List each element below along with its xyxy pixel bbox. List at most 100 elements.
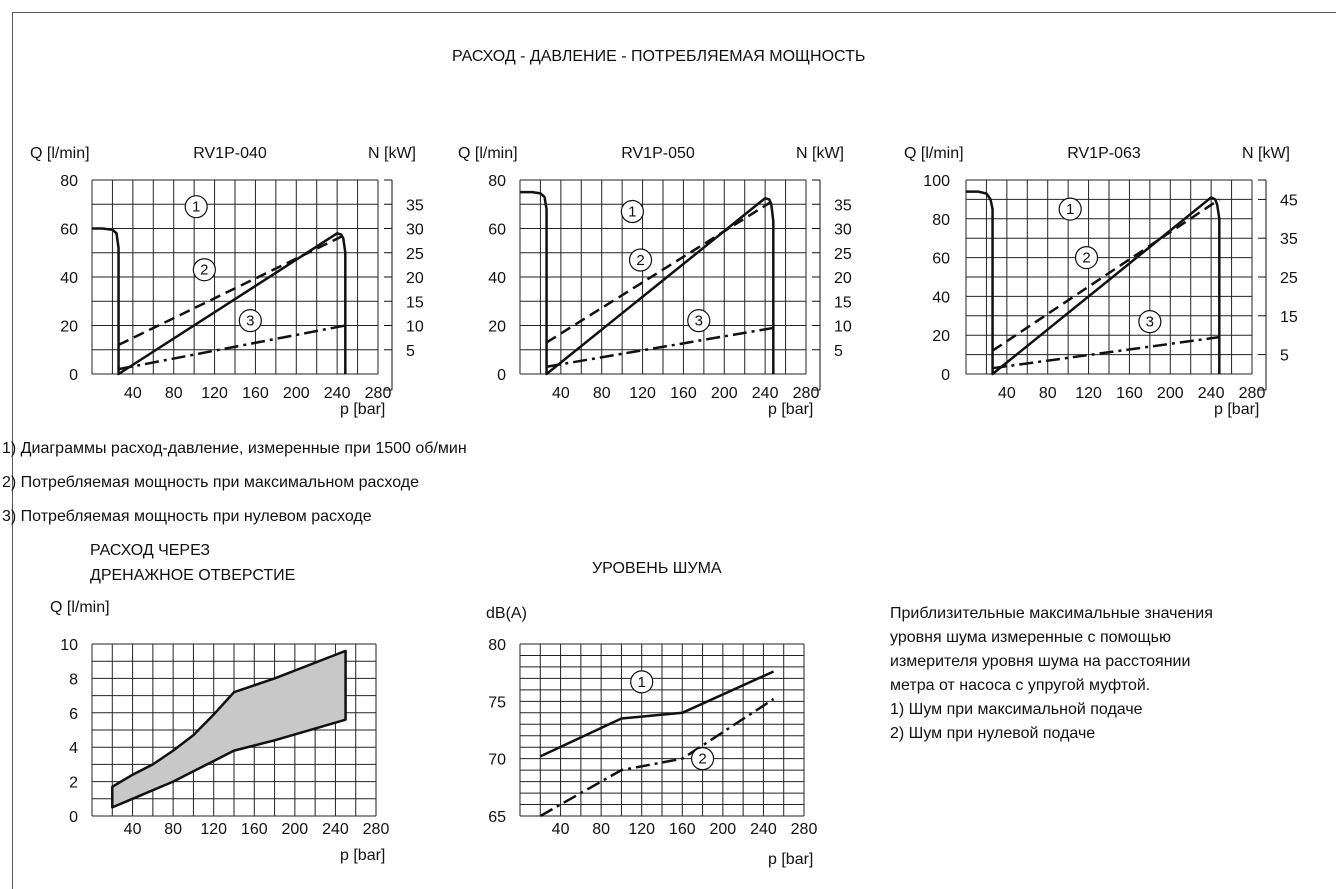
footnote-2: 2) Потребляемая мощность при максимально… (2, 474, 420, 491)
y2-axis-label: N [kW] (368, 145, 416, 162)
y2-tick-label: 30 (406, 222, 424, 239)
series-label-3: 3 (695, 313, 703, 330)
series-marker-2 (1074, 246, 1099, 270)
series-line-3 (546, 326, 774, 368)
x-tick-label: 200 (282, 821, 309, 838)
y2-tick-label: 10 (834, 319, 852, 336)
y-tick-label: 8 (69, 671, 78, 688)
chart-3: 1 2 3 0 20 40 60 80 100 40 80 120 160 200 240 280 5 15 25 3… (904, 145, 1298, 418)
x-tick-label: 200 (711, 385, 738, 402)
series-marker-2 (192, 258, 216, 282)
x-tick-label: 120 (200, 821, 227, 838)
series-marker-3 (1138, 310, 1162, 334)
y2-tick-label: 5 (834, 343, 843, 360)
x-tick-label: 280 (793, 385, 820, 402)
series-label-1: 1 (1066, 201, 1074, 218)
series-marker-3 (238, 309, 262, 333)
y-tick-label: 20 (488, 319, 506, 336)
y2-tick-label: 25 (1280, 270, 1298, 287)
series-line-3 (992, 335, 1220, 370)
x-tick-label: 160 (241, 821, 268, 838)
page-frame (12, 12, 1336, 889)
y-tick-label: 60 (932, 251, 950, 268)
x-tick-label: 120 (201, 385, 228, 402)
drain-title-line-1: РАСХОД ЧЕРЕЗ (90, 542, 211, 559)
x-tick-label: 120 (1075, 385, 1102, 402)
y-tick-label: 0 (69, 367, 78, 384)
series-line-1 (966, 190, 1221, 376)
x-tick-label: 280 (1239, 385, 1266, 402)
series-marker-1 (1058, 197, 1082, 221)
series-label-1: 1 (628, 204, 636, 221)
noise-note-line-6: 2) Шум при нулевой подаче (890, 725, 1096, 742)
x-tick-label: 80 (1039, 385, 1057, 402)
x-axis-label: p [bar] (340, 847, 385, 864)
series-label-2: 2 (1082, 250, 1090, 267)
noise-note-line-1: Приблизительные максимальные значения (890, 605, 1213, 622)
y-tick-label: 4 (69, 740, 78, 757)
y2-tick-label: 20 (834, 270, 852, 287)
y2-tick-label: 5 (1280, 348, 1289, 365)
y2-tick-label: 25 (406, 246, 424, 263)
series-label-3: 3 (246, 313, 254, 330)
x-tick-label: 280 (791, 821, 818, 838)
y2-axis-label: N [kW] (1242, 145, 1290, 162)
y-tick-label: 20 (932, 328, 950, 345)
x-tick-label: 240 (752, 385, 779, 402)
footnote-1: 1) Диаграммы расход-давление, измеренные… (2, 440, 467, 457)
x-tick-label: 160 (669, 821, 696, 838)
chart-grid (519, 643, 805, 817)
series-line-1 (92, 227, 347, 376)
footnote-3: 3) Потребляемая мощность при нулевом рас… (2, 508, 372, 525)
y2-tick-label: 45 (1280, 192, 1298, 209)
y-tick-label: 80 (932, 212, 950, 229)
series-marker-2 (690, 747, 715, 771)
x-tick-label: 240 (750, 821, 777, 838)
series-label-2: 2 (698, 751, 706, 768)
y2-axis-label: N [kW] (796, 145, 844, 162)
chart-grid (519, 179, 807, 375)
y-tick-label: 0 (497, 367, 506, 384)
y-tick-label: 80 (488, 173, 506, 190)
y-tick-label: 40 (932, 289, 950, 306)
series-marker-3 (687, 309, 711, 333)
noise-note-line-3: измерителя уровня шума на расстоянии (890, 653, 1191, 670)
y2-tick-label: 15 (1280, 309, 1298, 326)
y-tick-label: 2 (69, 775, 78, 792)
y-axis-label: Q [l/min] (50, 599, 110, 616)
series-label-3: 3 (1146, 314, 1154, 331)
chart-title: RV1P-050 (621, 145, 695, 162)
y2-tick-label: 35 (406, 197, 424, 214)
y2-tick-label: 30 (834, 222, 852, 239)
x-axis-label: p [bar] (340, 401, 385, 418)
x-tick-label: 240 (324, 385, 351, 402)
x-tick-label: 200 (283, 385, 310, 402)
y-axis-label: Q [l/min] (904, 145, 964, 162)
noise-note-line-2: уровня шума измеренные с помощью (890, 629, 1171, 646)
y-axis-label: Q [l/min] (458, 145, 518, 162)
y-tick-label: 70 (488, 752, 506, 769)
x-tick-label: 120 (628, 821, 655, 838)
x-axis-label: p [bar] (768, 401, 813, 418)
y-tick-label: 75 (488, 694, 506, 711)
page-title: РАСХОД - ДАВЛЕНИЕ - ПОТРЕБЛЯЕМАЯ МОЩНОСТ… (452, 48, 866, 65)
series-line-2 (539, 697, 775, 818)
x-tick-label: 240 (322, 821, 349, 838)
y2-tick-label: 5 (406, 343, 415, 360)
y-tick-label: 0 (941, 367, 950, 384)
chart-grid (965, 179, 1253, 375)
y-tick-label: 10 (60, 637, 78, 654)
series-marker-2 (628, 248, 653, 272)
series-label-1: 1 (192, 199, 200, 216)
series-marker-1 (184, 195, 208, 219)
x-tick-label: 40 (998, 385, 1016, 402)
y-axis-label: Q [l/min] (30, 145, 90, 162)
y-tick-label: 20 (60, 319, 78, 336)
noise-note-line-4: метра от насоса с упругой муфтой. (890, 677, 1151, 694)
x-tick-label: 280 (365, 385, 392, 402)
y2-tick-label: 25 (834, 246, 852, 263)
x-tick-label: 40 (552, 821, 570, 838)
